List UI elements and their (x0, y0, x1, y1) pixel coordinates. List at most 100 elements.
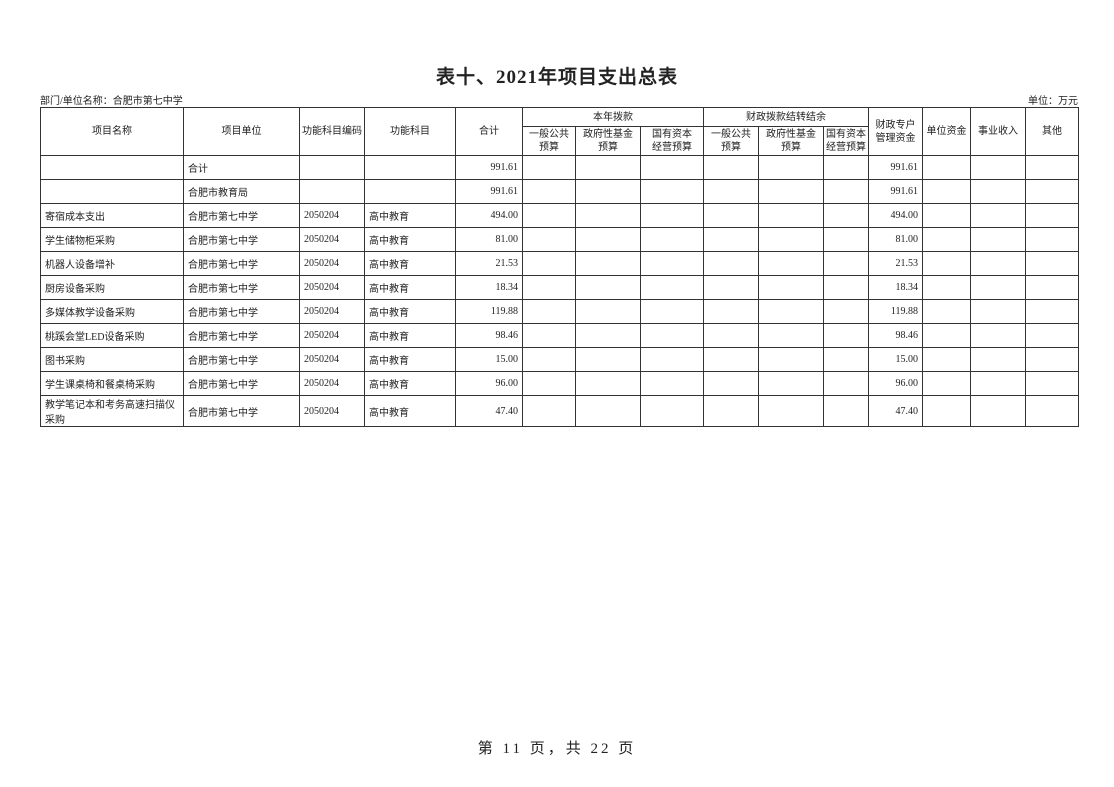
cell-special-account-funds: 96.00 (868, 371, 924, 396)
cell-carryover-general-public (703, 227, 760, 252)
cell-carryover-gov-fund (758, 275, 825, 300)
cell-carryover-gov-fund (758, 179, 825, 204)
cell-current-year-state-capital (639, 395, 705, 427)
cell-total: 119.88 (455, 299, 523, 324)
cell-function-code: 2050204 (299, 299, 365, 324)
cell-current-year-gov-fund (575, 179, 641, 204)
subcol-header-gov-fund-budget: 政府性基金 预算 (575, 126, 641, 156)
cell-special-account-funds: 494.00 (868, 203, 924, 228)
cell-function-subject: 高中教育 (364, 299, 456, 324)
cell-total: 991.61 (455, 155, 523, 180)
cell-project-unit: 合肥市第七中学 (183, 251, 300, 276)
cell-other (1025, 395, 1080, 427)
cell-function-subject: 高中教育 (364, 323, 456, 348)
cell-current-year-general-public (522, 203, 576, 228)
cell-carryover-state-capital (823, 203, 870, 228)
unit-of-measure-label: 单位：万元 (1028, 96, 1078, 107)
cell-current-year-general-public (522, 371, 576, 396)
department-name-label: 部门/单位名称：合肥市第七中学 (40, 96, 183, 107)
cell-total: 47.40 (455, 395, 523, 427)
cell-business-income (970, 251, 1027, 276)
cell-function-subject: 高中教育 (364, 203, 456, 228)
cell-other (1025, 203, 1080, 228)
cell-carryover-general-public (703, 203, 760, 228)
cell-current-year-state-capital (639, 323, 705, 348)
cell-current-year-general-public (522, 179, 576, 204)
cell-unit-funds (922, 155, 972, 180)
col-header-total: 合计 (455, 107, 523, 156)
col-header-special-account-funds: 财政专户 管理资金 (868, 107, 924, 156)
cell-carryover-state-capital (823, 347, 870, 372)
cell-special-account-funds: 991.61 (868, 155, 924, 180)
cell-project-name: 多媒体教学设备采购 (40, 299, 184, 324)
cell-project-name: 学生课桌椅和餐桌椅采购 (40, 371, 184, 396)
cell-current-year-gov-fund (575, 275, 641, 300)
cell-current-year-state-capital (639, 155, 705, 180)
cell-current-year-general-public (522, 299, 576, 324)
cell-current-year-state-capital (639, 347, 705, 372)
cell-business-income (970, 203, 1027, 228)
cell-current-year-gov-fund (575, 227, 641, 252)
cell-carryover-general-public (703, 299, 760, 324)
col-header-function-code: 功能科目编码 (299, 107, 365, 156)
cell-current-year-state-capital (639, 251, 705, 276)
cell-other (1025, 227, 1080, 252)
cell-current-year-gov-fund (575, 251, 641, 276)
cell-current-year-state-capital (639, 275, 705, 300)
cell-other (1025, 275, 1080, 300)
cell-special-account-funds: 81.00 (868, 227, 924, 252)
cell-function-subject: 高中教育 (364, 227, 456, 252)
cell-other (1025, 155, 1080, 180)
cell-special-account-funds: 15.00 (868, 347, 924, 372)
meta-row: 部门/单位名称：合肥市第七中学 单位：万元 (40, 92, 1078, 107)
cell-current-year-state-capital (639, 179, 705, 204)
table-row: 合计 991.61 991.61 (40, 155, 1080, 180)
page-title: 表十、2021年项目支出总表 (435, 67, 678, 88)
cell-function-code: 2050204 (299, 371, 365, 396)
cell-function-code: 2050204 (299, 251, 365, 276)
cell-unit-funds (922, 275, 972, 300)
cell-carryover-gov-fund (758, 323, 825, 348)
cell-carryover-gov-fund (758, 203, 825, 228)
cell-unit-funds (922, 299, 972, 324)
cell-function-code: 2050204 (299, 203, 365, 228)
cell-total: 494.00 (455, 203, 523, 228)
cell-carryover-general-public (703, 179, 760, 204)
cell-business-income (970, 395, 1027, 427)
cell-total: 18.34 (455, 275, 523, 300)
table-row: 厨房设备采购 合肥市第七中学 2050204 高中教育 18.34 18.34 (40, 275, 1080, 300)
col-header-project-name: 项目名称 (40, 107, 184, 156)
cell-other (1025, 179, 1080, 204)
cell-special-account-funds: 21.53 (868, 251, 924, 276)
cell-current-year-state-capital (639, 371, 705, 396)
subcol-header-general-public-budget: 一般公共 预算 (522, 126, 576, 156)
cell-project-unit: 合肥市第七中学 (183, 299, 300, 324)
cell-project-unit: 合肥市第七中学 (183, 227, 300, 252)
cell-special-account-funds: 98.46 (868, 323, 924, 348)
cell-total: 15.00 (455, 347, 523, 372)
cell-carryover-general-public (703, 251, 760, 276)
cell-project-name: 学生储物柜采购 (40, 227, 184, 252)
cell-current-year-gov-fund (575, 323, 641, 348)
cell-carryover-state-capital (823, 371, 870, 396)
cell-carryover-state-capital (823, 275, 870, 300)
group-header-carryover-balance: 财政拨款结转结余 (703, 107, 870, 127)
subcol-header-gov-fund-budget: 政府性基金 预算 (758, 126, 825, 156)
cell-business-income (970, 323, 1027, 348)
table-row: 桃蹊会堂LED设备采购 合肥市第七中学 2050204 高中教育 98.46 9… (40, 323, 1080, 348)
cell-carryover-general-public (703, 155, 760, 180)
cell-project-name: 厨房设备采购 (40, 275, 184, 300)
cell-current-year-general-public (522, 395, 576, 427)
cell-carryover-state-capital (823, 323, 870, 348)
cell-total: 81.00 (455, 227, 523, 252)
cell-unit-funds (922, 323, 972, 348)
cell-function-code (299, 179, 365, 204)
cell-function-subject: 高中教育 (364, 251, 456, 276)
cell-business-income (970, 155, 1027, 180)
cell-special-account-funds: 47.40 (868, 395, 924, 427)
cell-current-year-general-public (522, 227, 576, 252)
cell-function-code: 2050204 (299, 275, 365, 300)
page-number: 第 11 页，共 22 页 (477, 741, 637, 757)
cell-function-code: 2050204 (299, 227, 365, 252)
cell-carryover-general-public (703, 275, 760, 300)
